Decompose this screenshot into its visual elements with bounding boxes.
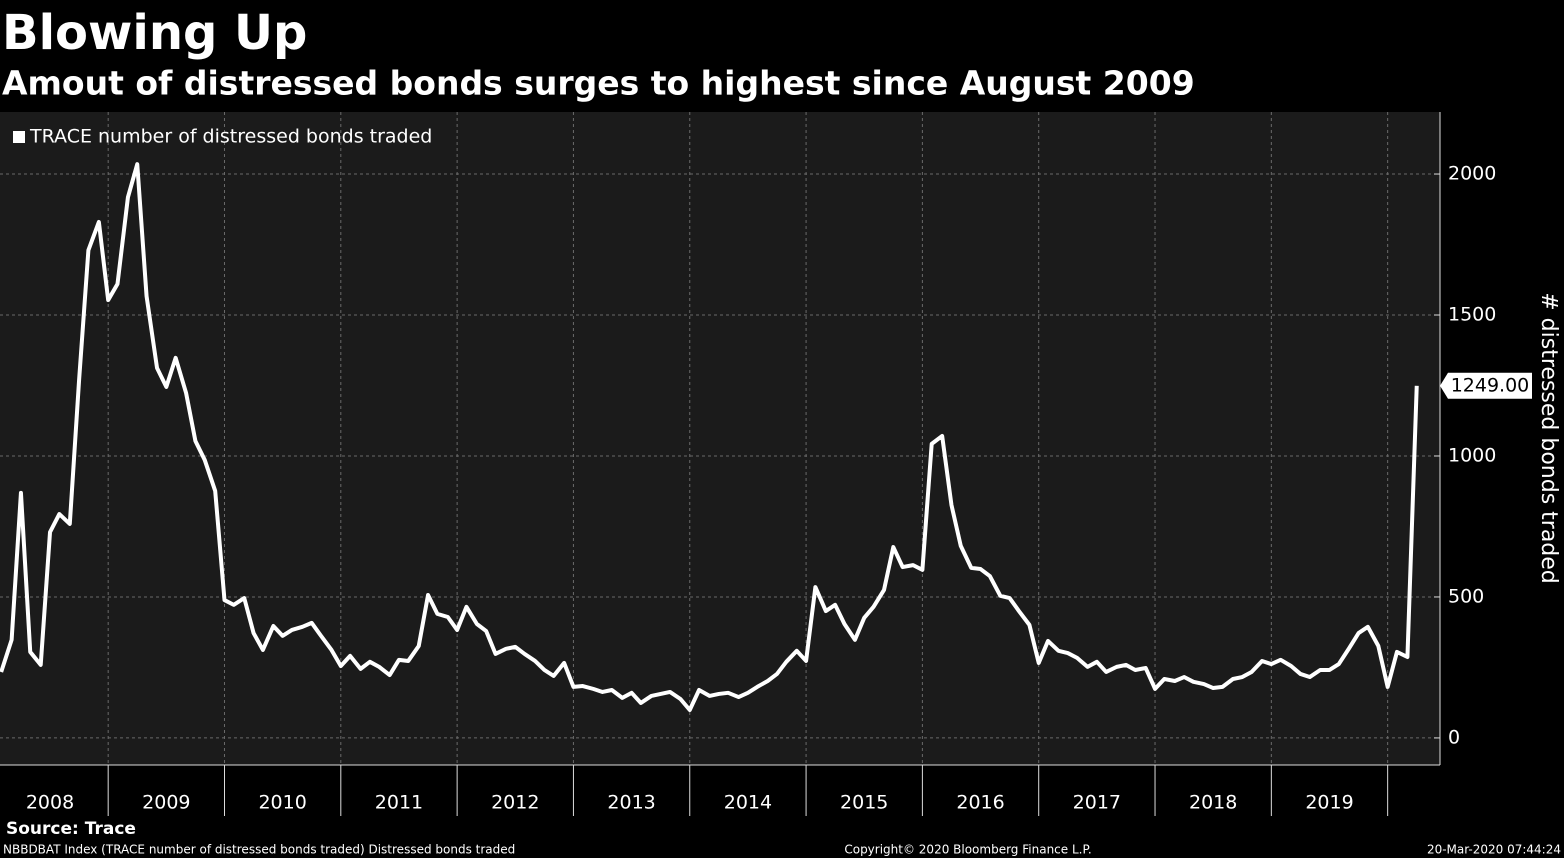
y-axis-label: # distressed bonds traded xyxy=(1536,292,1561,584)
value-label-box xyxy=(1440,372,1532,399)
x-tick-label: 2012 xyxy=(491,792,539,814)
chart-title: Blowing Up xyxy=(2,5,307,61)
x-tick-label: 2014 xyxy=(724,792,772,814)
x-tick-label: 2011 xyxy=(375,792,423,814)
x-tick-label: 2010 xyxy=(258,792,306,814)
footer-right: 20-Mar-2020 07:44:24 xyxy=(1427,843,1561,857)
x-tick-label: 2019 xyxy=(1305,792,1353,814)
x-tick-label: 2016 xyxy=(956,792,1004,814)
value-label: 1249.00 xyxy=(1451,374,1530,396)
y-tick-label: 1000 xyxy=(1448,444,1496,466)
footer-bar xyxy=(0,841,1564,858)
y-tick-label: 0 xyxy=(1448,726,1460,748)
legend-swatch xyxy=(13,131,25,143)
source: Source: Trace xyxy=(6,819,136,839)
y-tick-label: 1500 xyxy=(1448,304,1496,326)
footer-left: NBBDBAT Index (TRACE number of distresse… xyxy=(3,843,515,857)
x-tick-label: 2015 xyxy=(840,792,888,814)
data-line xyxy=(0,162,1419,713)
plot-area xyxy=(0,112,1440,765)
x-tick-label: 2008 xyxy=(26,792,74,814)
footer-center: Copyright© 2020 Bloomberg Finance L.P. xyxy=(844,843,1091,857)
chart-subtitle: Amout of distressed bonds surges to high… xyxy=(2,64,1195,103)
x-tick-label: 2018 xyxy=(1189,792,1237,814)
legend-label: TRACE number of distressed bonds traded xyxy=(29,126,432,148)
x-tick-label: 2013 xyxy=(607,792,655,814)
x-tick-label: 2009 xyxy=(142,792,190,814)
y-tick-label: 500 xyxy=(1448,585,1484,607)
x-tick-label: 2017 xyxy=(1073,792,1121,814)
y-tick-label: 2000 xyxy=(1448,163,1496,185)
